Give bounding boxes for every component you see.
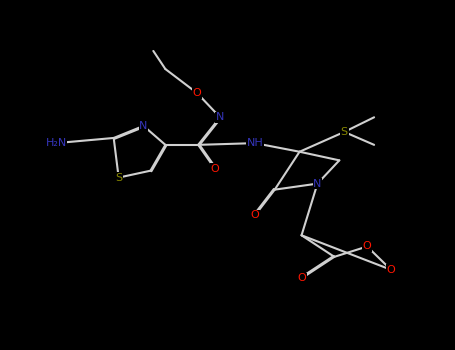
Text: O: O	[387, 265, 395, 275]
Text: O: O	[363, 241, 372, 252]
Text: H₂N: H₂N	[46, 138, 67, 148]
Text: N: N	[216, 112, 224, 122]
Text: O: O	[250, 210, 259, 220]
Text: NH: NH	[247, 138, 263, 148]
Text: O: O	[297, 273, 306, 284]
Text: N: N	[313, 178, 322, 189]
Text: S: S	[115, 173, 122, 183]
Text: O: O	[211, 164, 219, 174]
Text: N: N	[139, 121, 148, 131]
Text: S: S	[341, 127, 348, 137]
Text: O: O	[193, 88, 202, 98]
